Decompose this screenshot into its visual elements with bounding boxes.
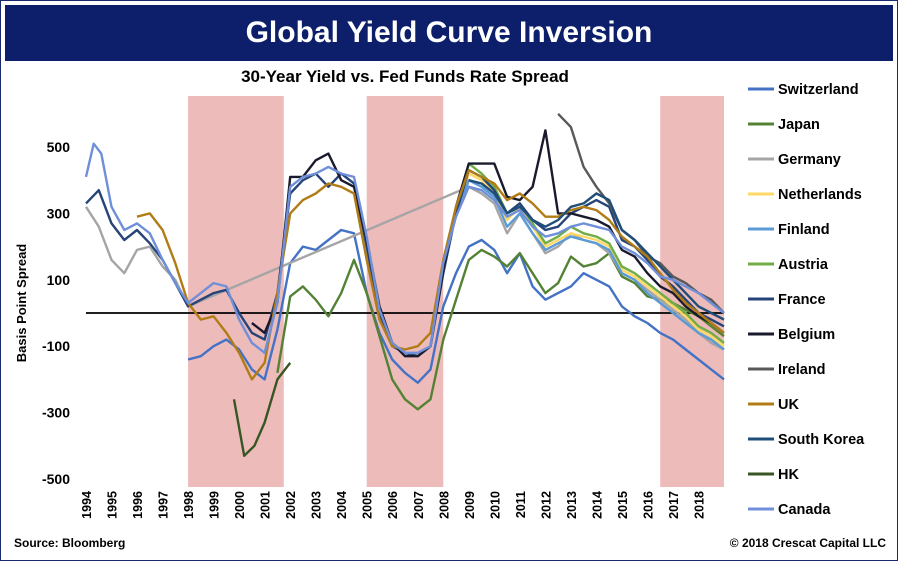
- legend: Switzerland Japan Germany Netherlands Finlan…: [748, 82, 865, 518]
- x-tick-label: 2007: [412, 491, 426, 519]
- shade-period-1: [366, 96, 444, 487]
- y-tick-label: -500: [42, 471, 70, 487]
- legend-label: Belgium: [778, 327, 835, 343]
- legend-label: Ireland: [778, 362, 826, 378]
- y-tick-label: 100: [47, 272, 71, 288]
- y-tick-label: -100: [42, 338, 70, 354]
- x-tick-label: 2002: [284, 491, 298, 519]
- x-tick-label: 2000: [233, 491, 247, 519]
- legend-label: France: [778, 292, 826, 308]
- x-tick-label: 1998: [182, 491, 196, 519]
- legend-label: Switzerland: [778, 82, 859, 98]
- legend-label: Japan: [778, 117, 820, 133]
- x-tick-label: 2013: [565, 491, 579, 519]
- x-tick-label: 2015: [616, 491, 630, 519]
- y-tick-labels: 500 300 100 -100 -300 -500: [42, 139, 70, 487]
- x-tick-labels: 1994 1995 1996 1997 1998 1999 2000 2001 2002 2003…: [80, 491, 706, 519]
- legend-label: Canada: [778, 502, 831, 518]
- legend-label: HK: [778, 467, 799, 483]
- x-tick-label: 1999: [208, 491, 222, 519]
- x-tick-label: 2018: [692, 491, 706, 519]
- x-tick-label: 2012: [539, 491, 553, 519]
- source-note: Source: Bloomberg: [14, 536, 126, 550]
- x-tick-label: 2006: [386, 491, 400, 519]
- series-line-finland: [454, 178, 725, 351]
- legend-label: Netherlands: [778, 187, 862, 203]
- legend-label: Germany: [778, 152, 841, 168]
- series-line-hk: [232, 362, 292, 457]
- x-tick-label: 2004: [335, 491, 349, 519]
- y-axis-label: Basis Point Spread: [14, 244, 29, 363]
- x-tick-label: 1995: [106, 491, 120, 519]
- chart-title: 30-Year Yield vs. Fed Funds Rate Spread: [241, 67, 569, 86]
- x-tick-label: 2008: [437, 491, 451, 519]
- recession-shading: [188, 96, 724, 487]
- series-line-canada: [84, 142, 725, 354]
- x-tick-label: 2016: [641, 491, 655, 519]
- copyright-note: © 2018 Crescat Capital LLC: [729, 536, 886, 550]
- x-tick-label: 2003: [310, 491, 324, 519]
- x-tick-label: 2009: [463, 491, 477, 519]
- banner-title: Global Yield Curve Inversion: [5, 5, 893, 61]
- x-tick-label: 2010: [488, 491, 502, 519]
- y-tick-label: 300: [47, 205, 71, 221]
- x-tick-label: 2011: [514, 491, 528, 518]
- x-tick-label: 1996: [131, 491, 145, 519]
- x-tick-label: 2001: [259, 491, 273, 519]
- x-tick-label: 1994: [80, 491, 94, 519]
- series-line-belgium: [251, 129, 725, 358]
- legend-label: UK: [778, 397, 799, 413]
- x-tick-label: 2014: [590, 491, 604, 519]
- y-tick-label: 500: [47, 139, 71, 155]
- x-tick-label: 1997: [157, 491, 171, 519]
- series-line-switzerland: [187, 228, 725, 384]
- x-tick-label: 2005: [361, 491, 375, 519]
- series-lines: [84, 112, 725, 457]
- x-tick-label: 2017: [667, 491, 681, 519]
- series-line-south-korea: [468, 179, 725, 321]
- series-line-japan: [276, 248, 725, 411]
- legend-label: South Korea: [778, 432, 865, 448]
- y-tick-label: -300: [42, 405, 70, 421]
- legend-label: Finland: [778, 222, 830, 238]
- series-line-uk: [136, 168, 725, 381]
- legend-label: Austria: [778, 257, 829, 273]
